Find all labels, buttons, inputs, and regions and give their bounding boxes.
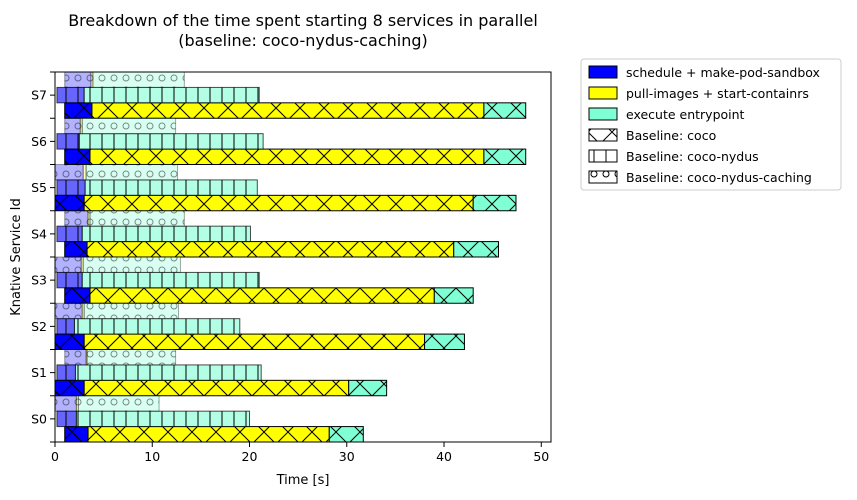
bar-hatch-S5-b2-stage0	[54, 164, 84, 181]
bar-hatch-S6-b2-stage2	[81, 117, 177, 135]
bar-hatch-S3-b0-stage2	[433, 287, 474, 304]
bar-hatch-S5-b0-stage0	[54, 194, 85, 212]
bar-hatch-S0-b1-stage0	[56, 410, 77, 428]
bar-hatch-S6-b0-stage0	[64, 148, 91, 165]
y-tick-label-S4: S4	[31, 226, 47, 241]
bar-hatch-S5-b0-stage1	[83, 194, 474, 212]
legend-label-0: schedule + make-pod-sandbox	[626, 65, 820, 80]
bar-hatch-S0-b2-stage2	[77, 395, 160, 412]
plot-area	[54, 71, 527, 443]
chart-title-line1: Breakdown of the time spent starting 8 s…	[68, 11, 538, 30]
bar-hatch-S1-b1-stage0	[56, 364, 76, 381]
bar-hatch-S1-b0-stage1	[83, 379, 350, 397]
bar-hatch-S6-b1-stage0	[56, 133, 80, 150]
bar-hatch-S6-b1-stage2	[78, 133, 264, 150]
x-tick-label-10: 10	[144, 449, 160, 464]
y-tick-label-S0: S0	[31, 411, 47, 426]
bar-hatch-S5-b1-stage0	[56, 179, 86, 196]
legend-swatch-0	[589, 66, 617, 78]
legend-label-2: execute entrypoint	[626, 107, 745, 122]
bar-hatch-S7-b1-stage2	[83, 86, 260, 104]
bar-hatch-S4-b2-stage0	[64, 210, 89, 227]
bar-hatch-S1-b2-stage2	[86, 349, 177, 366]
bar-hatch-S2-b0-stage0	[54, 333, 85, 351]
bar-hatch-S4-b0-stage2	[453, 241, 499, 258]
legend-swatch-2	[589, 108, 617, 120]
legend-label-5: Baseline: coco-nydus-caching	[626, 170, 812, 185]
legend-swatch-frame-1	[588, 86, 618, 100]
bar-hatch-S3-b2-stage2	[82, 256, 181, 273]
chart-title-line2: (baseline: coco-nydus-caching)	[178, 31, 428, 50]
bar-hatch-S1-b0-stage0	[54, 379, 85, 397]
y-tick-label-S1: S1	[31, 365, 47, 380]
bar-hatch-S3-b0-stage1	[89, 287, 435, 304]
legend-swatch-frame-3	[588, 128, 618, 142]
bar-hatch-S3-b0-stage0	[64, 287, 91, 304]
y-axis: S0 S1 S2 S3 S4 S5 S6 S7	[31, 71, 55, 443]
bar-hatch-S6-b0-stage2	[483, 148, 527, 165]
legend-swatch-1	[589, 87, 617, 99]
y-tick-label-S3: S3	[31, 273, 47, 288]
y-tick-label-S6: S6	[31, 134, 47, 149]
bar-hatch-S7-b2-stage0	[64, 71, 92, 88]
bar-hatch-S4-b0-stage1	[86, 241, 455, 258]
bar-hatch-S1-b2-stage0	[64, 349, 87, 366]
bar-hatch-S0-b2-stage0	[54, 395, 77, 412]
legend-swatch-frame-2	[588, 107, 618, 121]
bar-hatch-S4-b2-stage2	[89, 210, 185, 227]
bar-hatch-S5-b2-stage2	[85, 164, 179, 181]
bar-hatch-S7-b0-stage0	[64, 102, 93, 119]
bar-hatch-S4-b1-stage2	[81, 225, 251, 243]
bar-hatch-S0-b0-stage2	[328, 426, 364, 443]
legend-label-3: Baseline: coco	[626, 128, 716, 143]
bar-hatch-S1-b0-stage2	[348, 379, 388, 397]
legend-swatch-frame-0	[588, 65, 618, 79]
bar-hatch-S0-b0-stage1	[87, 426, 330, 443]
bar-hatch-S3-b1-stage0	[56, 271, 83, 289]
legend-swatch-frame-5	[588, 170, 618, 184]
bar-hatch-S2-b2-stage0	[54, 302, 83, 320]
bar-hatch-S4-b1-stage0	[56, 225, 83, 243]
bar-hatch-S2-b2-stage2	[83, 302, 180, 320]
bar-hatch-S1-b1-stage2	[74, 364, 262, 381]
bar-hatch-S3-b1-stage2	[81, 271, 260, 289]
x-axis: 0 10 20 30 40 50	[51, 442, 549, 464]
legend-label-4: Baseline: coco-nydus	[626, 149, 759, 164]
legend-label-1: pull-images + start-containrs	[626, 86, 809, 101]
x-tick-label-50: 50	[533, 449, 549, 464]
legend-swatch-frame-4	[588, 149, 618, 163]
bar-hatch-S4-b0-stage0	[64, 241, 88, 258]
bar-hatch-S3-b2-stage0	[54, 256, 82, 273]
bar-hatch-S5-b0-stage2	[472, 194, 517, 212]
bar-hatch-S2-b1-stage2	[73, 318, 241, 335]
bar-hatch-S7-b2-stage2	[92, 71, 185, 88]
y-tick-label-S5: S5	[31, 180, 47, 195]
x-tick-label-0: 0	[51, 449, 59, 464]
x-tick-label-30: 30	[339, 449, 355, 464]
bar-hatch-S5-b1-stage2	[84, 179, 258, 196]
legend: schedule + make-pod-sandbox pull-images +…	[580, 58, 842, 191]
bar-hatch-S6-b0-stage1	[89, 148, 485, 165]
bar-hatch-S2-b0-stage1	[83, 333, 426, 351]
legend-frame	[580, 58, 842, 191]
bar-hatch-S7-b1-stage0	[56, 86, 85, 104]
bar-hatch-S0-b0-stage0	[64, 426, 89, 443]
y-tick-label-S7: S7	[31, 88, 47, 103]
y-axis-label: Knative Service Id	[9, 198, 24, 316]
bar-hatch-S2-b0-stage2	[424, 333, 465, 351]
x-axis-label: Time [s]	[276, 473, 330, 488]
bar-hatch-S6-b2-stage0	[64, 117, 81, 135]
y-tick-label-S2: S2	[31, 319, 47, 334]
x-tick-label-20: 20	[242, 449, 258, 464]
x-tick-label-40: 40	[436, 449, 452, 464]
bar-hatch-S7-b0-stage2	[483, 102, 527, 119]
bar-hatch-S2-b1-stage0	[56, 318, 75, 335]
bar-hatch-S0-b1-stage2	[75, 410, 251, 428]
bar-hatch-S7-b0-stage1	[91, 102, 485, 119]
